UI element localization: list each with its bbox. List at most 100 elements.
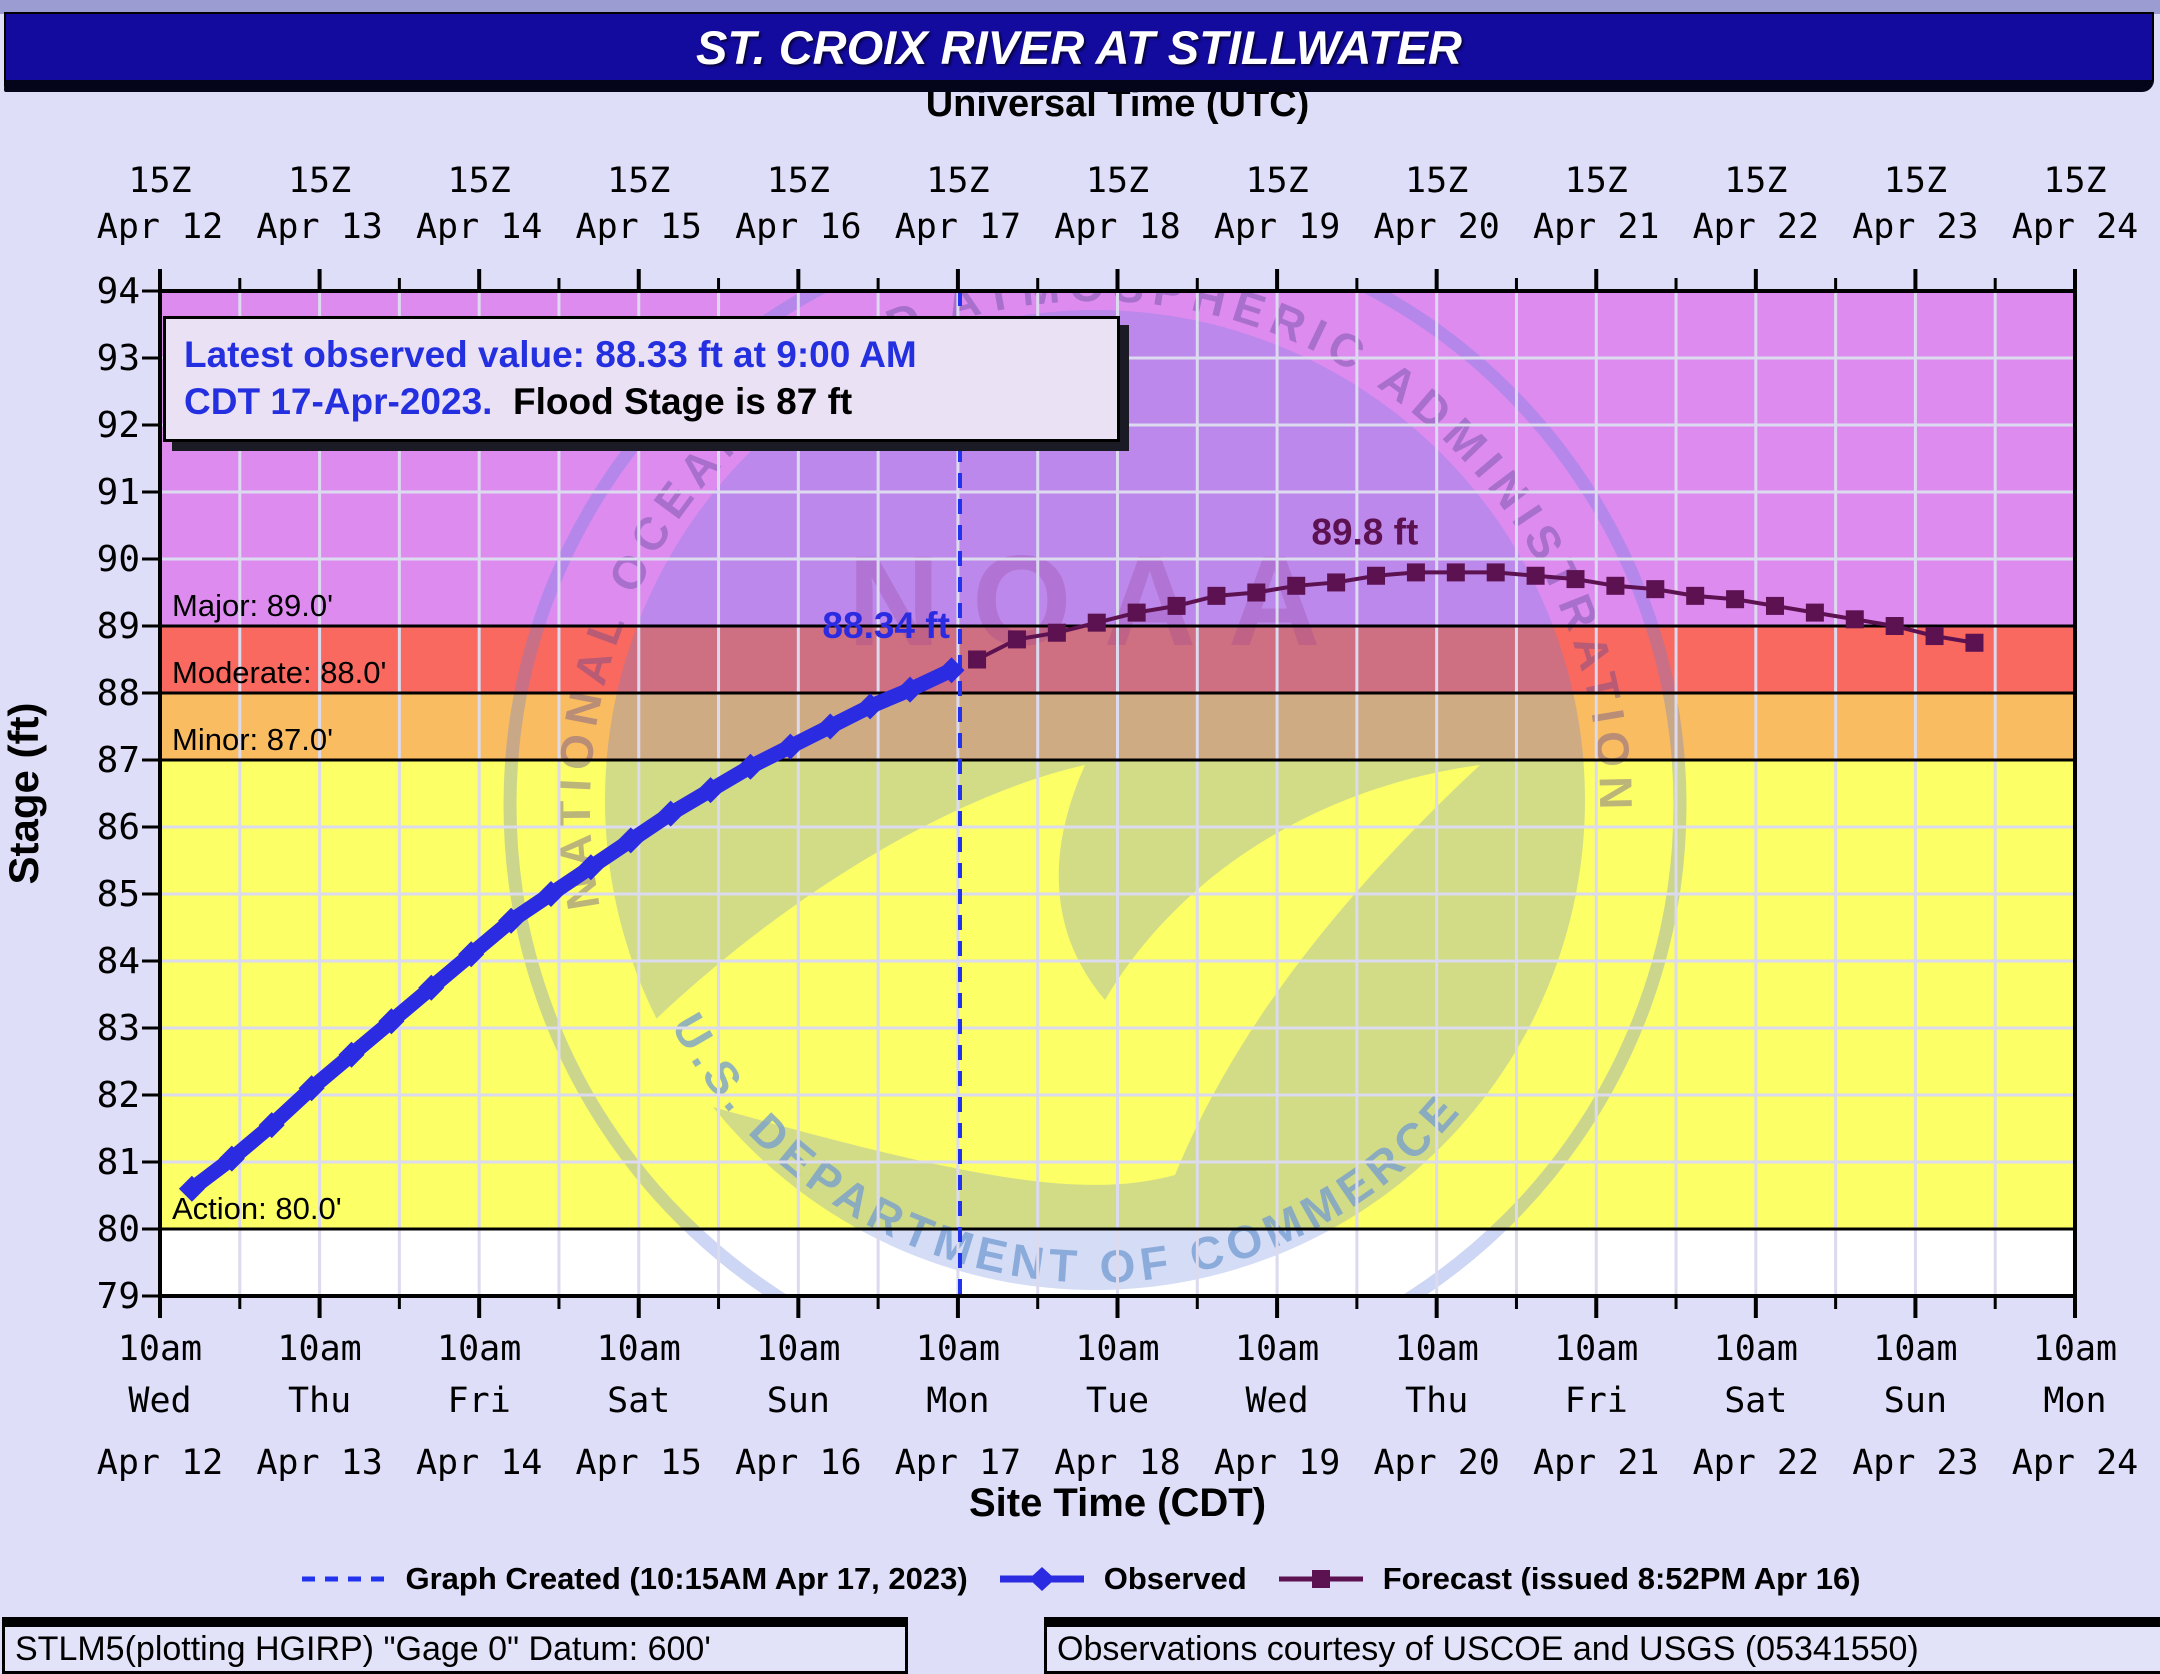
bottom-axis-hour-label: 10am — [277, 1329, 361, 1369]
forecast-marker — [1406, 563, 1425, 582]
bottom-axis-date-label: Apr 18 — [1054, 1443, 1180, 1483]
observations-credit-box: Observations courtesy of USCOE and USGS … — [1044, 1624, 2160, 1674]
y-axis-tick-label: 79 — [97, 1276, 140, 1317]
y-axis-tick-label: 81 — [97, 1142, 140, 1183]
bottom-axis-date-label: Apr 14 — [416, 1443, 542, 1483]
top-axis-date-label: Apr 24 — [2012, 207, 2138, 247]
y-axis-tick-label: 89 — [97, 606, 140, 647]
bottom-axis-weekday-label: Mon — [2043, 1381, 2106, 1421]
y-axis-tick-label: 91 — [97, 472, 140, 513]
forecast-marker — [1606, 576, 1625, 595]
observed-marker — [218, 1145, 245, 1172]
observed-marker — [338, 1041, 365, 1068]
top-axis-hour-label: 15Z — [448, 161, 511, 201]
observed-marker — [617, 827, 644, 854]
observed-marker — [298, 1075, 325, 1102]
graph-created-swatch — [299, 1573, 387, 1585]
forecast-marker — [1167, 596, 1186, 615]
observed-marker — [657, 800, 684, 827]
bottom-axis-weekday-label: Sat — [607, 1381, 670, 1421]
forecast-marker — [1087, 613, 1106, 632]
top-axis-date-label: Apr 17 — [895, 207, 1021, 247]
observed-marker — [498, 907, 525, 934]
legend-label: Forecast (issued 8:52PM Apr 16) — [1382, 1561, 1861, 1596]
observed-marker — [737, 753, 764, 780]
y-axis-tick-label: 93 — [97, 338, 140, 379]
top-axis-date-label: Apr 12 — [97, 207, 223, 247]
bottom-axis-hour-label: 10am — [916, 1329, 1000, 1369]
latest-observed-annotation: Latest observed value: 88.33 ft at 9:00 … — [163, 316, 1120, 442]
bottom-axis-weekday-label: Sun — [767, 1381, 830, 1421]
top-axis-hour-label: 15Z — [1724, 161, 1787, 201]
bottom-axis-hour-label: 10am — [1395, 1329, 1479, 1369]
bottom-axis-hour-label: 10am — [1235, 1329, 1319, 1369]
top-axis-date-label: Apr 16 — [735, 207, 861, 247]
observed-marker — [178, 1175, 205, 1202]
bottom-axis-title: Site Time (CDT) — [969, 1481, 1266, 1525]
forecast-crest-label: 89.8 ft — [1311, 511, 1418, 552]
top-axis-date-label: Apr 14 — [416, 207, 542, 247]
top-axis-date-label: Apr 18 — [1054, 207, 1180, 247]
bottom-axis-date-label: Apr 17 — [895, 1443, 1021, 1483]
flood-category-label: Major: 89.0' — [172, 588, 333, 623]
y-axis-tick-label: 94 — [97, 271, 140, 312]
y-axis-tick-label: 86 — [97, 807, 140, 848]
forecast-marker — [1845, 610, 1864, 629]
top-axis-hour-label: 15Z — [128, 161, 191, 201]
forecast-series — [968, 563, 1984, 669]
bottom-axis-date-label: Apr 20 — [1373, 1443, 1499, 1483]
top-axis-hour-label: 15Z — [2043, 161, 2106, 201]
top-axis-hour-label: 15Z — [1565, 161, 1628, 201]
top-axis-hour-label: 15Z — [767, 161, 830, 201]
flood-threshold-lines — [160, 624, 2075, 1231]
flood-category-label: Moderate: 88.0' — [172, 655, 386, 690]
top-axis-hour-label: 15Z — [926, 161, 989, 201]
y-axis-tick-label: 88 — [97, 673, 140, 714]
forecast-marker — [1526, 566, 1545, 585]
station-info-text: STLM5(plotting HGIRP) "Gage 0" Datum: 60… — [15, 1629, 711, 1668]
banner-top-strip — [0, 0, 2160, 14]
title-banner: ST. CROIX RIVER AT STILLWATER — [4, 12, 2154, 92]
forecast-marker — [1327, 573, 1346, 592]
forecast-marker — [1885, 617, 1904, 635]
bottom-axis-date-label: Apr 12 — [97, 1443, 223, 1483]
observed-marker — [777, 733, 804, 760]
bottom-axis-date-label: Apr 15 — [576, 1443, 702, 1483]
forecast-marker — [1287, 576, 1306, 595]
legend-label: Graph Created (10:15AM Apr 17, 2023) — [405, 1561, 968, 1596]
bottom-axis-date-label: Apr 24 — [2012, 1443, 2138, 1483]
top-axis-date-label: Apr 20 — [1373, 207, 1499, 247]
top-axis-date-label: Apr 19 — [1214, 207, 1340, 247]
observed-marker — [857, 693, 884, 720]
bottom-axis-weekday-label: Sat — [1724, 1381, 1787, 1421]
observed-series — [178, 657, 965, 1202]
bottom-axis-weekday-label: Fri — [1565, 1381, 1628, 1421]
top-axis-date-label: Apr 13 — [256, 207, 382, 247]
observed-marker — [697, 777, 724, 804]
y-axis-title: Stage (ft) — [0, 703, 47, 885]
forecast-marker — [1007, 630, 1026, 649]
y-axis-tick-label: 87 — [97, 740, 140, 781]
top-axis-date-label: Apr 21 — [1533, 207, 1659, 247]
forecast-marker — [1765, 596, 1784, 615]
axes: 15Z Apr 12 10am Wed Apr 12 15Z Apr 13 10am Thu Ap… — [97, 161, 2139, 1483]
top-axis-hour-label: 15Z — [1884, 161, 1947, 201]
observed-marker — [938, 657, 965, 684]
legend-label: Observed — [1103, 1561, 1247, 1596]
forecast-marker — [1446, 563, 1465, 582]
top-axis-hour-label: 15Z — [1245, 161, 1308, 201]
bottom-axis-hour-label: 10am — [118, 1329, 202, 1369]
bottom-axis-weekday-label: Wed — [1245, 1381, 1308, 1421]
forecast-marker — [1566, 570, 1585, 589]
observed-marker — [537, 881, 564, 907]
bottom-axis-weekday-label: Mon — [926, 1381, 989, 1421]
forecast-marker — [968, 650, 987, 669]
flood-category-labels: Major: 89.0' Moderate: 88.0' Minor: 87.0' A… — [172, 588, 386, 1226]
observed-marker — [378, 1008, 405, 1035]
station-info-box: STLM5(plotting HGIRP) "Gage 0" Datum: 60… — [2, 1624, 908, 1674]
y-axis-tick-label: 80 — [97, 1209, 140, 1250]
bottom-axis-hour-label: 10am — [437, 1329, 521, 1369]
flood-category-label: Action: 80.0' — [172, 1191, 342, 1226]
